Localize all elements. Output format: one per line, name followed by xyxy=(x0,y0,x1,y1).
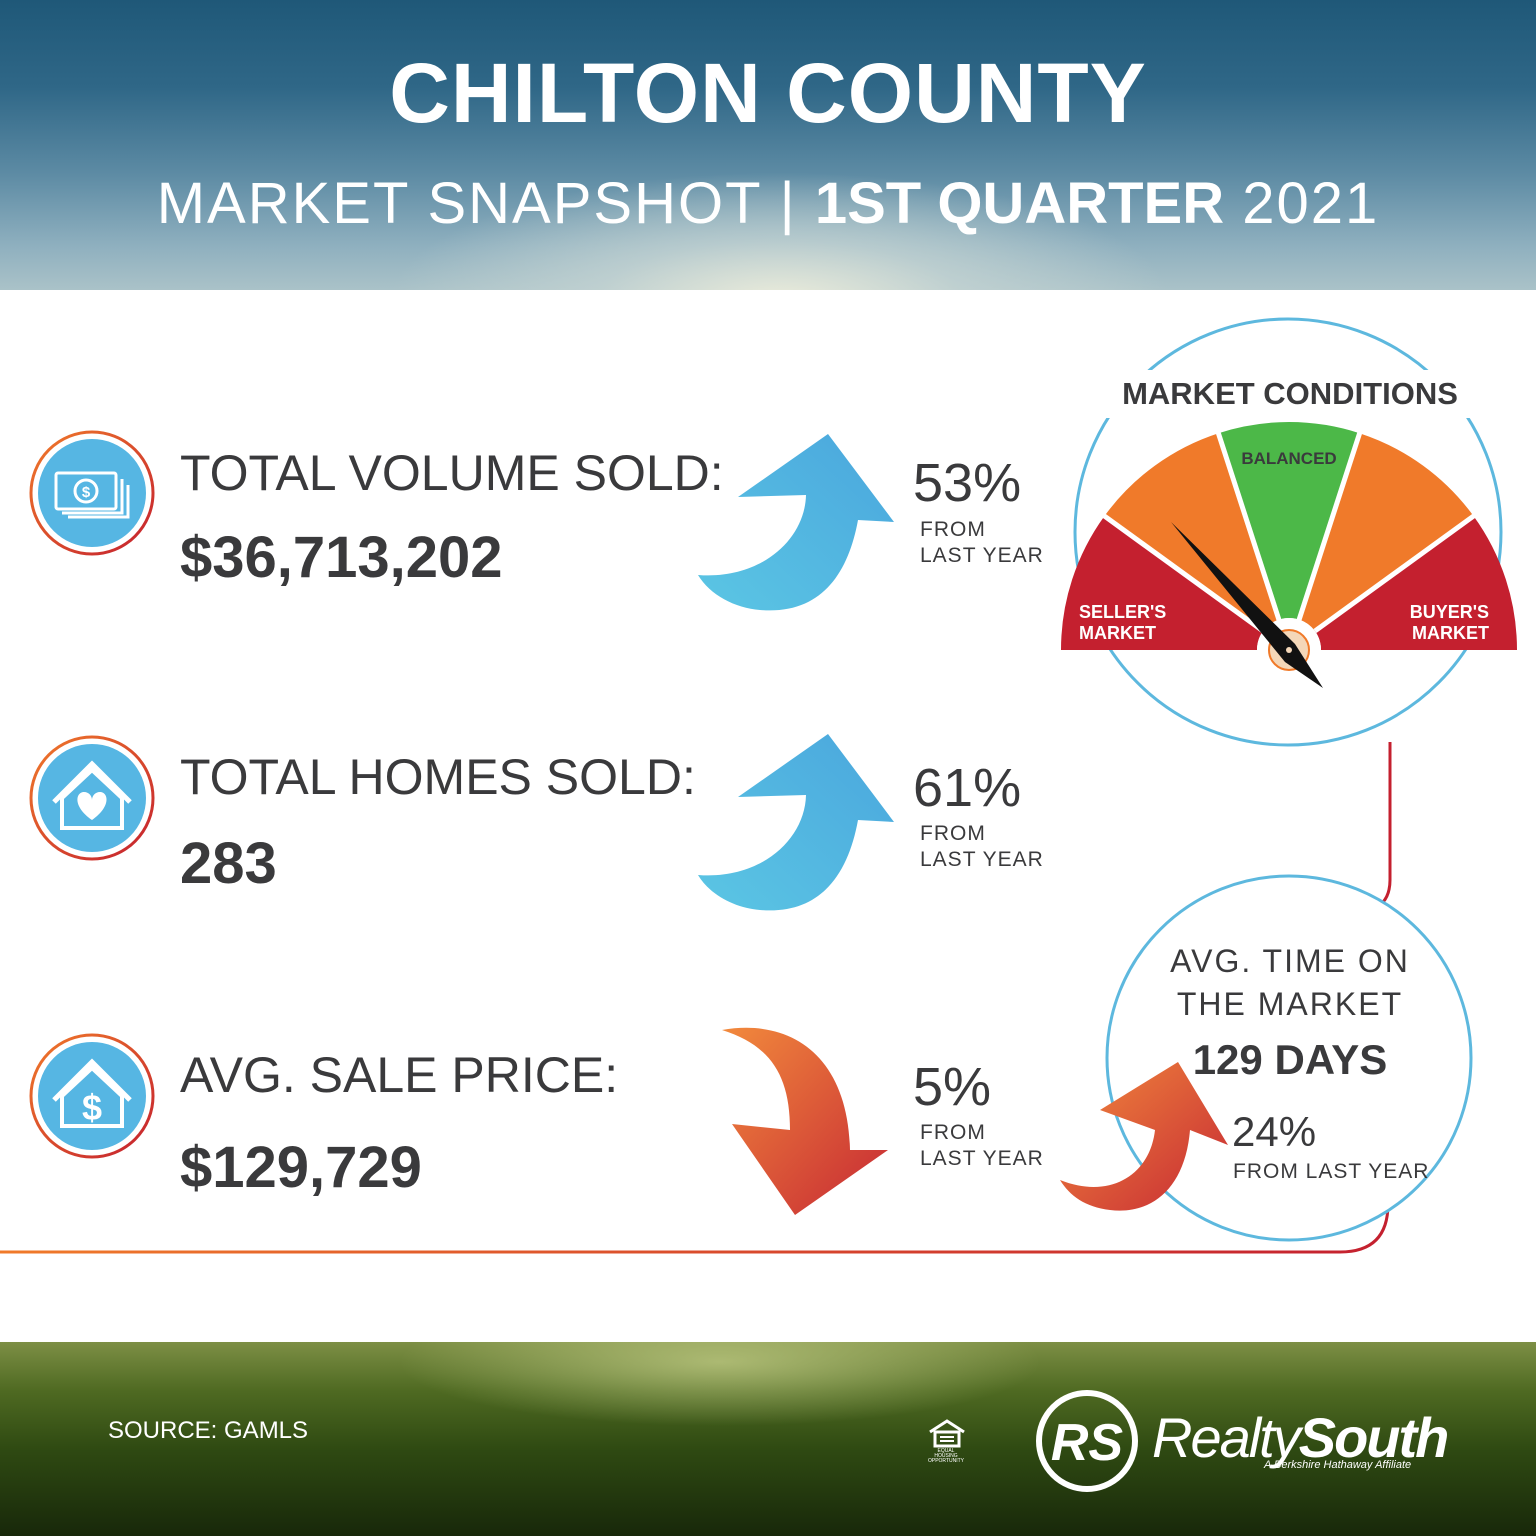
from-line2: LAST YEAR xyxy=(920,848,1044,871)
stat-value-price: $129,729 xyxy=(180,1135,422,1200)
stat-label-volume: TOTAL VOLUME SOLD: xyxy=(180,445,724,501)
from-line2: LAST YEAR xyxy=(920,1147,1044,1170)
stat-change-homes: 61% xyxy=(913,758,1022,818)
page-subtitle: MARKET SNAPSHOT | 1ST QUARTER 2021 xyxy=(0,170,1536,237)
avg-time-title: AVG. TIME ON THE MARKET xyxy=(1110,940,1470,1026)
avg-time-ring xyxy=(1105,874,1473,1242)
gauge-right-orange xyxy=(1299,433,1474,631)
stat-label-price: AVG. SALE PRICE: xyxy=(180,1047,619,1103)
from-line1: FROM xyxy=(920,822,986,845)
stat-label-homes: TOTAL HOMES SOLD: xyxy=(180,749,696,805)
logo-tagline: A Berkshire Hathaway Affiliate xyxy=(1264,1459,1412,1471)
stat-value-volume: $36,713,202 xyxy=(180,525,503,590)
gauge-buyers xyxy=(1315,516,1517,650)
market-conditions-title: MARKET CONDITIONS xyxy=(1122,376,1458,411)
logo-south: South xyxy=(1298,1406,1450,1469)
realtysouth-logo-icon: RS xyxy=(1036,1390,1138,1492)
house-dollar-icon: $ xyxy=(29,1033,155,1159)
gauge-sellers xyxy=(1061,516,1263,650)
stat-from-homes: FROM LAST YEAR xyxy=(920,821,1044,873)
gauge-buyers-line1: BUYER'S xyxy=(1410,602,1489,622)
gauge-sellers-line1: SELLER'S xyxy=(1079,602,1166,622)
gauge-balanced-label: BALANCED xyxy=(1241,449,1336,468)
footer-grass xyxy=(0,1342,1536,1536)
market-gauge: BALANCED SELLER'S MARKET BUYER'S MARKET xyxy=(1061,422,1517,688)
house-heart-icon xyxy=(29,735,155,861)
gauge-sellers-line2: MARKET xyxy=(1079,623,1156,643)
avg-time-title-line1: AVG. TIME ON xyxy=(1170,943,1410,979)
stat-from-volume: FROM LAST YEAR xyxy=(920,517,1044,569)
gauge-left-orange xyxy=(1104,433,1279,631)
subtitle-quarter: 1ST QUARTER xyxy=(814,171,1225,236)
up-arrow-homes xyxy=(698,734,894,911)
avg-time-from: FROM LAST YEAR xyxy=(1233,1160,1430,1183)
page-title: CHILTON COUNTY xyxy=(389,46,1147,140)
source-note: SOURCE: GAMLS xyxy=(108,1417,309,1444)
avg-time-value: 129 DAYS xyxy=(1192,1036,1388,1083)
logo-realty: Realty xyxy=(1152,1406,1301,1469)
divider-3 xyxy=(0,1203,1390,1254)
realtysouth-logo-text: RealtySouth xyxy=(1152,1405,1450,1470)
from-line1: FROM xyxy=(920,1121,986,1144)
header-banner xyxy=(0,0,1536,290)
subtitle-separator: | xyxy=(779,171,797,236)
equal-housing-text: EQUAL HOUSING OPPORTUNITY xyxy=(927,1448,965,1464)
connector-line xyxy=(1369,742,1392,912)
subtitle-year: 2021 xyxy=(1242,171,1380,236)
from-line1: FROM xyxy=(920,518,986,541)
avg-time-title-line2: THE MARKET xyxy=(1176,986,1404,1022)
svg-text:$: $ xyxy=(82,484,91,501)
money-icon: $ xyxy=(29,430,155,556)
down-arrow-price xyxy=(722,1027,888,1215)
equal-housing-icon xyxy=(929,1419,965,1448)
logo-monogram: RS xyxy=(1051,1414,1124,1472)
gauge-balanced xyxy=(1218,422,1360,620)
avg-time-change: 24% xyxy=(1232,1108,1317,1155)
up-arrow-time xyxy=(1060,1062,1228,1211)
from-line2: LAST YEAR xyxy=(920,544,1044,567)
up-arrow-volume xyxy=(698,434,894,611)
stat-from-price: FROM LAST YEAR xyxy=(920,1120,1044,1172)
stat-change-price: 5% xyxy=(913,1057,992,1117)
stat-change-volume: 53% xyxy=(913,453,1022,513)
stat-value-homes: 283 xyxy=(180,831,277,896)
gauge-buyers-line2: MARKET xyxy=(1412,623,1489,643)
subtitle-snapshot: MARKET SNAPSHOT xyxy=(156,171,762,236)
svg-text:$: $ xyxy=(82,1087,102,1128)
